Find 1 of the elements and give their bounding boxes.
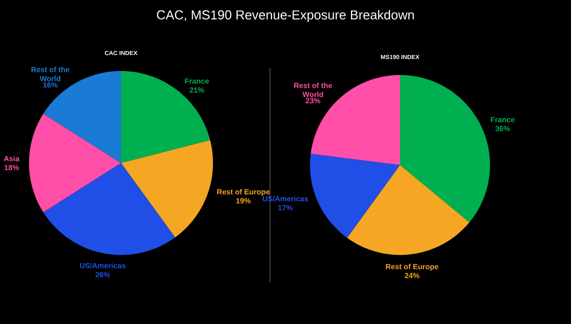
chart-title: CAC, MS190 Revenue-Exposure Breakdown xyxy=(156,10,414,22)
